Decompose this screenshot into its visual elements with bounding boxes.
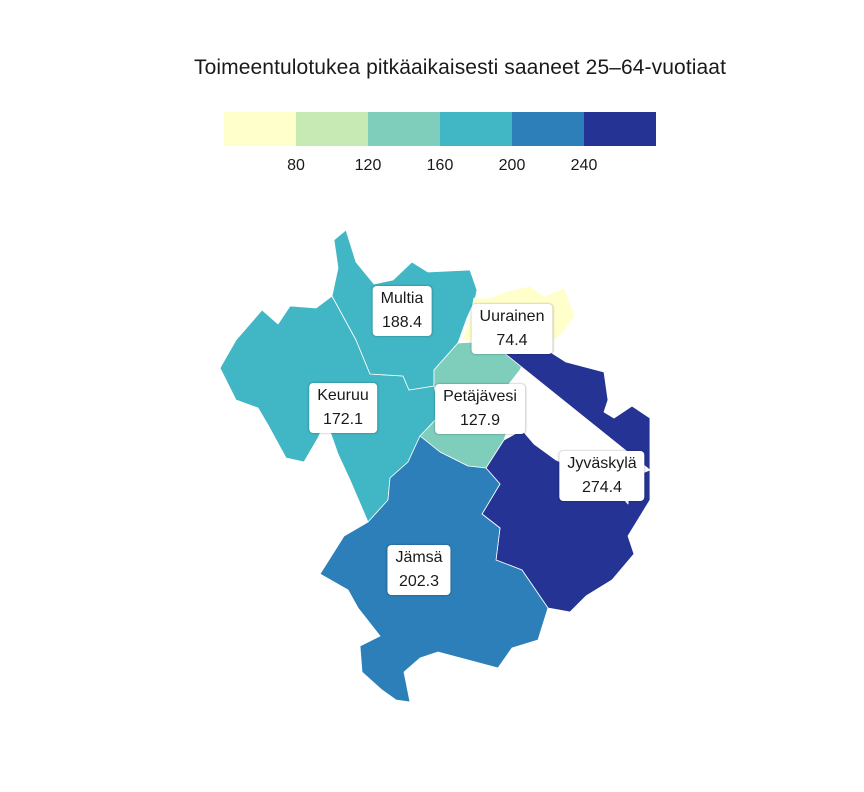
region-value: 188.4 [381,314,423,331]
region-value: 127.9 [459,412,501,429]
legend-tick-label: 80 [287,157,305,174]
map-title: Toimeentulotukea pitkäaikaisesti saaneet… [194,56,727,79]
region-value: 74.4 [496,332,528,349]
region-label-keuruu: Keuruu 172.1 [309,383,377,433]
legend-swatch [440,112,512,146]
legend-tick-label: 120 [355,157,382,174]
region-name: Uurainen [479,308,545,325]
region-label-jyvaskyla: Jyväskylä 274.4 [559,451,645,501]
legend-swatch [512,112,584,146]
region-label-jamsa: Jämsä 202.3 [387,545,451,595]
region-label-uurainen: Uurainen 74.4 [471,304,553,354]
legend-swatch [296,112,368,146]
region-name: Petäjävesi [443,388,517,405]
region-label-petajavesi: Petäjävesi 127.9 [435,384,525,434]
region-name: Jyväskylä [567,455,637,472]
legend-swatch [224,112,296,146]
region-name: Multia [380,290,424,307]
region-value: 202.3 [398,573,440,590]
region-value: 172.1 [322,411,364,428]
region-label-multia: Multia 188.4 [372,286,432,336]
legend-tick-label: 240 [571,157,598,174]
region-name: Keuruu [317,387,369,404]
legend-tick-label: 160 [427,157,454,174]
legend-swatch [368,112,440,146]
color-legend: 80 120 160 200 240 [224,112,656,174]
legend-swatch [584,112,656,146]
legend-tick-label: 200 [499,157,526,174]
region-name: Jämsä [395,549,443,566]
region-value: 274.4 [581,479,623,496]
